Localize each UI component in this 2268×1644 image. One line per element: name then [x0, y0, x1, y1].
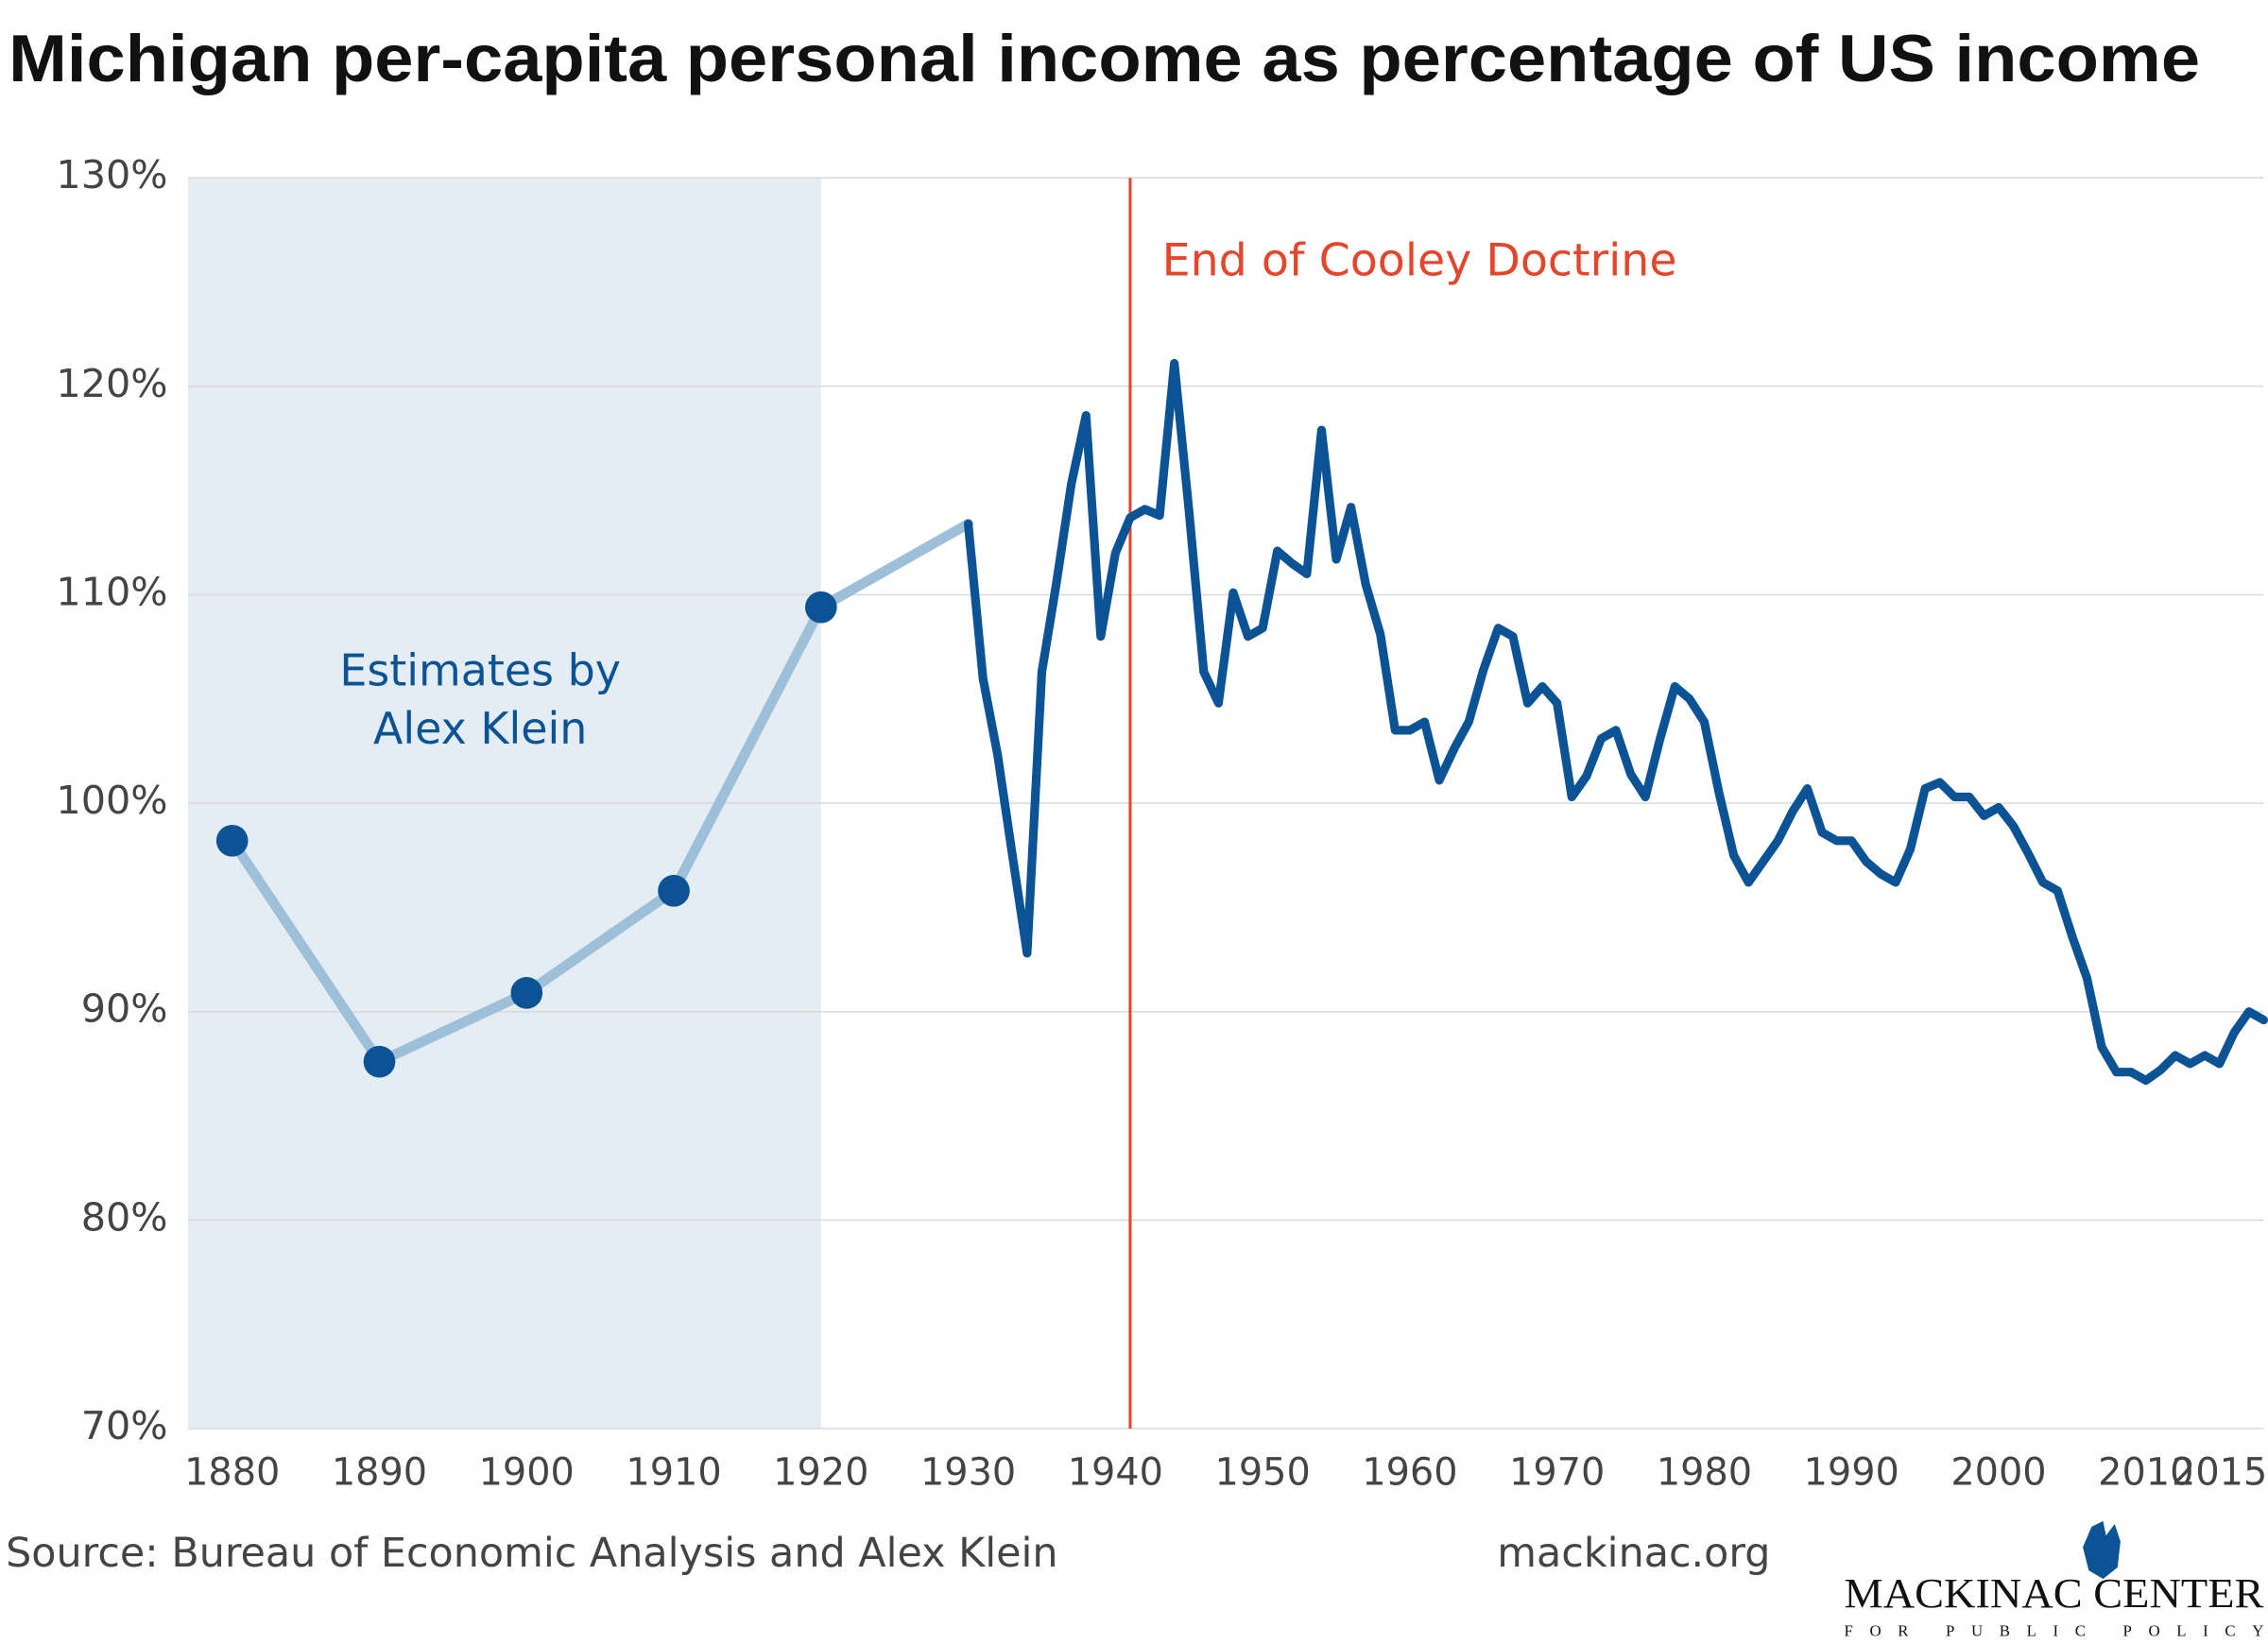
x-tick-label: 1930	[920, 1450, 1016, 1494]
x-tick-label: 1940	[1068, 1450, 1163, 1494]
y-tick-label: 130%	[56, 152, 167, 197]
data-point	[510, 977, 543, 1009]
data-point	[658, 874, 690, 907]
plot-area: Estimates by Alex Klein 70% 80% 90% 100% 110% 1…	[56, 152, 2268, 1494]
x-tick-label: 1990	[1804, 1450, 1899, 1494]
x-tick-label: 1900	[479, 1450, 575, 1494]
y-tick-label: 100%	[56, 778, 167, 823]
x-tick-label: 2000	[1950, 1450, 2046, 1494]
x-tick-label: 1890	[332, 1450, 427, 1494]
chart-title: Michigan per-capita personal income as p…	[9, 21, 2200, 95]
x-tick-label: 2015	[2172, 1450, 2267, 1494]
website: mackinac.org	[1497, 1530, 1770, 1577]
x-tick-label: 1980	[1657, 1450, 1752, 1494]
shaded-label: Alex Klein	[373, 703, 587, 754]
x-tick-label: 1950	[1215, 1450, 1311, 1494]
logo-name: MACKINAC CENTER	[1845, 1569, 2264, 1617]
x-tick-label: 1880	[184, 1450, 280, 1494]
y-tick-label: 70%	[81, 1403, 168, 1448]
y-tick-label: 80%	[81, 1194, 168, 1240]
x-tick-label: 1970	[1509, 1450, 1605, 1494]
shaded-label: Estimates by	[339, 645, 621, 696]
logo-tagline: FOR PUBLIC POLICY	[1845, 1622, 2264, 1640]
x-tick-label: 1910	[626, 1450, 721, 1494]
series-line	[963, 358, 2268, 1086]
logo-icon	[2083, 1520, 2121, 1580]
data-point	[215, 824, 249, 857]
x-tick-label: 1960	[1362, 1450, 1457, 1494]
y-tick-label: 110%	[56, 569, 167, 614]
connector-line	[816, 519, 973, 613]
reference-label: End of Cooley Doctrine	[1162, 235, 1677, 287]
x-tick-label: 2010	[2098, 1450, 2193, 1494]
y-tick-label: 90%	[81, 986, 168, 1032]
y-tick-label: 120%	[56, 361, 167, 406]
data-point	[363, 1045, 396, 1078]
data-point	[804, 591, 837, 624]
source-note: Source: Bureau of Economic Analysis and …	[6, 1530, 1057, 1577]
x-tick-label: 1920	[773, 1450, 868, 1494]
